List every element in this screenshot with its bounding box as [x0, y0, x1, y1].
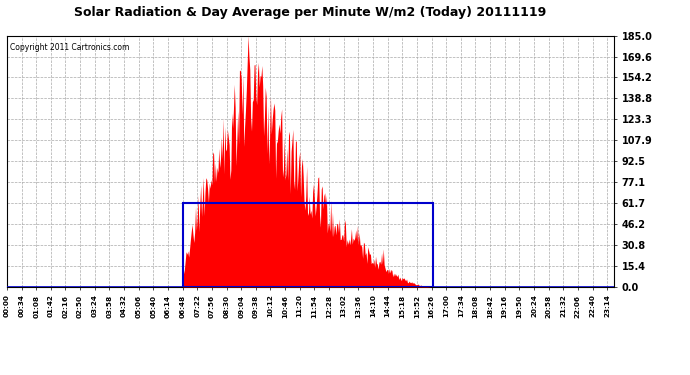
Text: Solar Radiation & Day Average per Minute W/m2 (Today) 20111119: Solar Radiation & Day Average per Minute…	[75, 6, 546, 19]
Text: Copyright 2011 Cartronics.com: Copyright 2011 Cartronics.com	[10, 43, 129, 52]
Bar	[183, 203, 433, 287]
